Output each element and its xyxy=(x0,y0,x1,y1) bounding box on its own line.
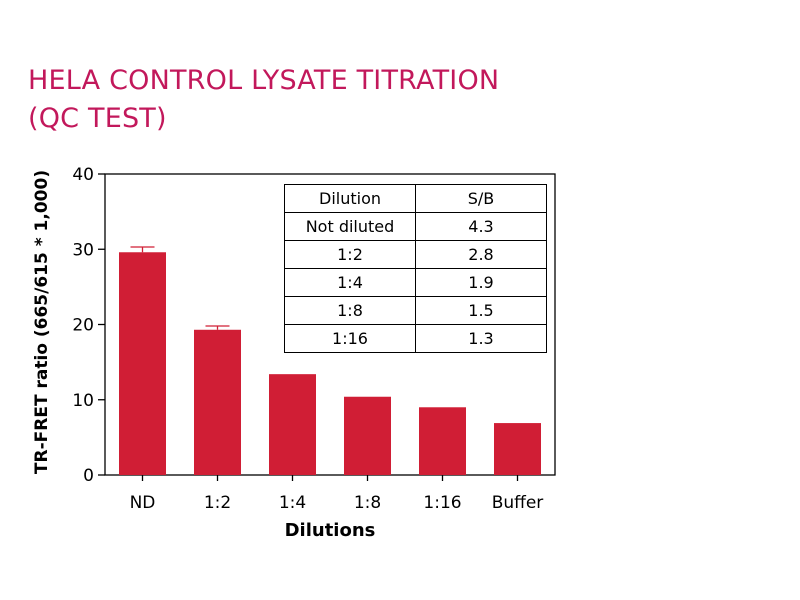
table-cell-dilution: 1:16 xyxy=(284,324,416,353)
y-tick-label: 20 xyxy=(72,316,94,336)
bar xyxy=(119,252,166,475)
table-row: 1:16 1.3 xyxy=(284,324,547,353)
y-tick-label: 0 xyxy=(83,466,94,486)
y-tick-label: 40 xyxy=(72,165,94,185)
table-cell-sb: 1.5 xyxy=(415,296,547,325)
bar xyxy=(269,374,316,475)
y-axis-label: TR-FRET ratio (665/615 * 1,000) xyxy=(32,169,52,475)
table-cell-sb: 1.3 xyxy=(415,324,547,353)
table-cell-dilution: 1:8 xyxy=(284,296,416,325)
x-tick-label: ND xyxy=(130,493,156,513)
table-header-dilution: Dilution xyxy=(284,184,416,213)
bar xyxy=(494,423,541,475)
table-cell-dilution: 1:4 xyxy=(284,268,416,297)
table-cell-sb: 4.3 xyxy=(415,212,547,241)
table-row: 1:8 1.5 xyxy=(284,296,547,325)
table-row: 1:4 1.9 xyxy=(284,268,547,297)
x-tick-label: 1:16 xyxy=(423,493,461,513)
x-tick-label: Buffer xyxy=(492,493,544,513)
table-cell-dilution: 1:2 xyxy=(284,240,416,269)
x-tick-label: 1:8 xyxy=(354,493,381,513)
sb-table: Dilution S/B Not diluted 4.3 1:2 2.8 1:4… xyxy=(284,184,547,353)
chart-title-line-1: HELA CONTROL LYSATE TITRATION xyxy=(28,65,500,96)
table-header-sb: S/B xyxy=(415,184,547,213)
bar xyxy=(419,407,466,475)
table-header-row: Dilution S/B xyxy=(284,184,547,213)
table-row: 1:2 2.8 xyxy=(284,240,547,269)
chart-title-line-2: (QC TEST) xyxy=(28,103,167,134)
table-row: Not diluted 4.3 xyxy=(284,212,547,241)
bar xyxy=(194,329,241,475)
x-axis-label: Dilutions xyxy=(284,520,376,541)
table-cell-dilution: Not diluted xyxy=(284,212,416,241)
y-tick-label: 30 xyxy=(72,240,94,260)
table-cell-sb: 2.8 xyxy=(415,240,547,269)
table-cell-sb: 1.9 xyxy=(415,268,547,297)
chart-title: HELA CONTROL LYSATE TITRATION (QC TEST) xyxy=(28,62,588,138)
x-tick-label: 1:4 xyxy=(279,493,306,513)
x-tick-label: 1:2 xyxy=(204,493,231,513)
y-tick-label: 10 xyxy=(72,391,94,411)
bar xyxy=(344,396,391,475)
